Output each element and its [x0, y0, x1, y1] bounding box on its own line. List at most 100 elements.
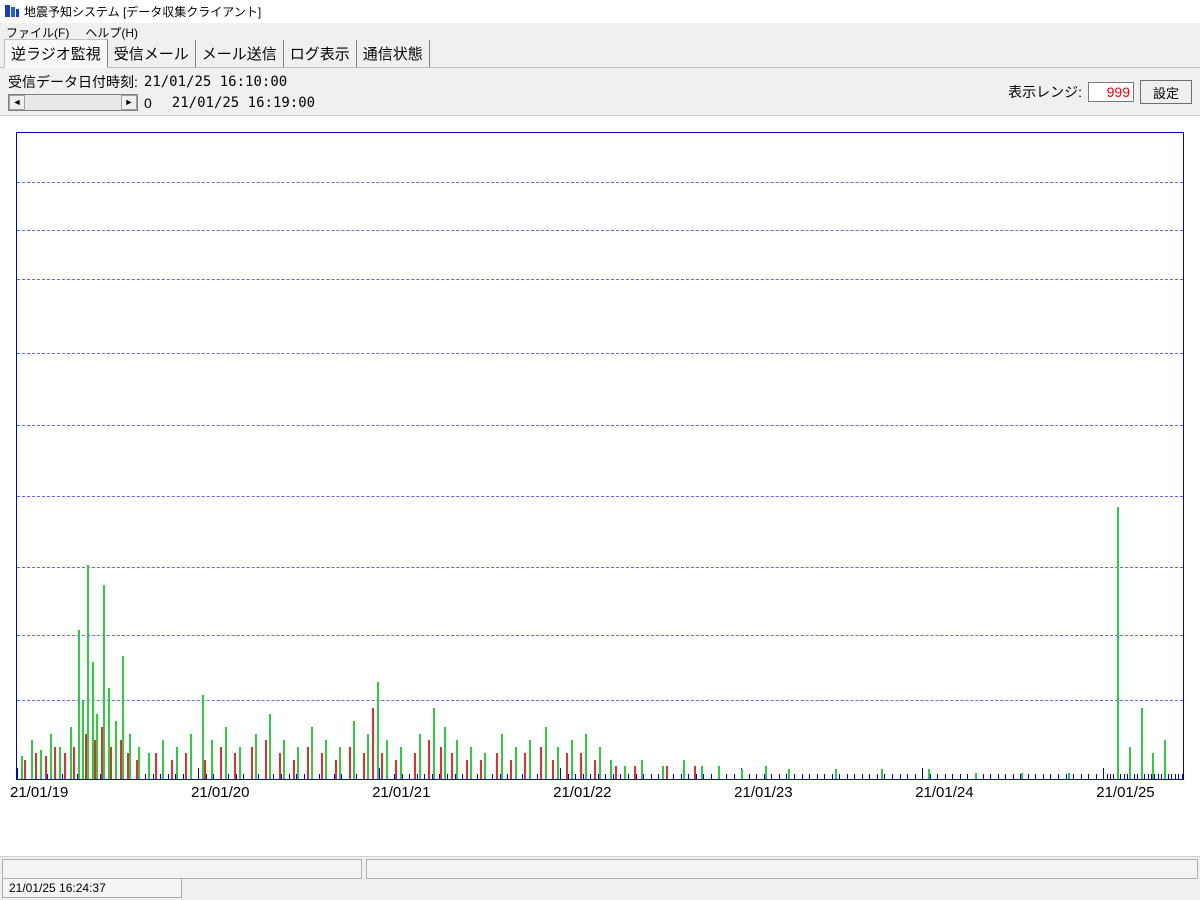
x-minor-tick [605, 774, 606, 780]
gridline [17, 635, 1183, 636]
x-minor-tick [228, 774, 229, 780]
chart-bar-green [788, 769, 790, 779]
chart-bar-green [176, 747, 178, 779]
x-axis-label: 21/01/24 [915, 784, 973, 801]
chart-bar-red [45, 756, 47, 779]
datetime-end: 21/01/25 16:19:00 [172, 95, 315, 111]
chart-bar-green [311, 727, 313, 779]
chart-bar-red [349, 747, 351, 779]
chart-bar-green [225, 727, 227, 779]
chart-bar-green [585, 734, 587, 779]
x-minor-tick [892, 774, 893, 780]
chart-bar-red [204, 760, 206, 779]
tab-received-mail[interactable]: 受信メール [108, 40, 196, 67]
x-minor-tick [1043, 774, 1044, 780]
chart-bar-green [211, 740, 213, 779]
x-minor-tick [183, 774, 184, 780]
chart-bar-red [451, 753, 453, 779]
chart-bar-red [35, 753, 37, 779]
x-minor-tick [1058, 774, 1059, 780]
chart-bar-red [510, 760, 512, 779]
chart-bar-green [1152, 753, 1154, 779]
time-scrollbar[interactable]: ◄ ► [8, 94, 138, 111]
chart-bar-green [122, 656, 124, 779]
chart-bar-red [594, 760, 596, 779]
chart-bar-green [40, 750, 42, 779]
chart-bar-red [566, 753, 568, 779]
x-minor-tick [726, 774, 727, 780]
tab-comm-status[interactable]: 通信状態 [357, 40, 430, 67]
x-minor-tick [590, 774, 591, 780]
x-minor-tick [213, 774, 214, 780]
x-minor-tick [447, 774, 448, 780]
x-minor-tick [1178, 774, 1179, 780]
x-minor-tick [304, 774, 305, 780]
x-minor-tick [1158, 774, 1159, 780]
x-minor-tick [651, 774, 652, 780]
x-minor-tick [1028, 774, 1029, 780]
x-minor-tick [1005, 774, 1006, 780]
chart-bar-green [297, 747, 299, 779]
chart-bar-green [641, 760, 643, 779]
chart-bar-green [325, 740, 327, 779]
x-minor-tick [1137, 774, 1138, 780]
tabbar: 逆ラジオ監視 受信メール メール送信 ログ表示 通信状態 [0, 42, 1200, 68]
chart-bar-green [115, 721, 117, 779]
scroll-right-icon[interactable]: ► [121, 95, 137, 110]
chart-bar-green [610, 760, 612, 779]
chart-bar-green [400, 747, 402, 779]
scroll-left-icon[interactable]: ◄ [9, 95, 25, 110]
datetime-start: 21/01/25 16:10:00 [144, 74, 287, 90]
tab-radio-monitor[interactable]: 逆ラジオ監視 [4, 39, 108, 68]
x-minor-tick [575, 774, 576, 780]
gridline [17, 425, 1183, 426]
x-minor-tick [915, 774, 916, 780]
chart-bar-red [171, 760, 173, 779]
scroll-track[interactable] [25, 95, 121, 110]
x-minor-tick [967, 774, 968, 780]
x-minor-tick [273, 774, 274, 780]
chart-bar-green [59, 747, 61, 779]
chart-bar-green [624, 766, 626, 779]
chart-bar-red [94, 740, 96, 779]
gridline [17, 279, 1183, 280]
x-minor-tick [1096, 774, 1097, 780]
x-minor-tick [900, 774, 901, 780]
chart-bar-green [975, 773, 977, 779]
tab-send-mail[interactable]: メール送信 [196, 40, 284, 67]
chart-bar-green [339, 747, 341, 779]
chart-bar-green [881, 769, 883, 779]
chart-bar-green [353, 721, 355, 779]
x-minor-tick [643, 774, 644, 780]
x-major-tick [379, 768, 380, 780]
app-icon [4, 3, 20, 19]
x-minor-tick [1168, 774, 1169, 780]
x-minor-tick [960, 774, 961, 780]
chart-bar-red [414, 753, 416, 779]
chart-bar-red [634, 766, 636, 779]
x-minor-tick [583, 774, 584, 780]
x-minor-tick [794, 774, 795, 780]
chart-bar-green [419, 734, 421, 779]
datetime-label: 受信データ日付時刻: [8, 72, 138, 92]
chart-plot [16, 132, 1184, 780]
settings-button[interactable]: 設定 [1140, 80, 1192, 104]
chart-bar-green [283, 740, 285, 779]
chart-bar-green [50, 734, 52, 779]
x-minor-tick [1148, 774, 1149, 780]
controlbar: 受信データ日付時刻: 21/01/25 16:10:00 ◄ ► 0 21/01… [0, 68, 1200, 116]
chart-bar-red [85, 734, 87, 779]
chart-bar-red [127, 753, 129, 779]
x-minor-tick [424, 774, 425, 780]
range-input[interactable] [1088, 82, 1134, 102]
x-minor-tick [258, 774, 259, 780]
chart-bar-green [1129, 747, 1131, 779]
chart-bar-green [662, 766, 664, 779]
statusbar: 21/01/25 16:24:37 [0, 856, 1200, 900]
chart-bar-red [155, 753, 157, 779]
x-minor-tick [1088, 774, 1089, 780]
chart-bar-green [718, 766, 720, 779]
x-minor-tick [673, 774, 674, 780]
x-minor-tick [537, 774, 538, 780]
tab-log-view[interactable]: ログ表示 [284, 40, 357, 67]
